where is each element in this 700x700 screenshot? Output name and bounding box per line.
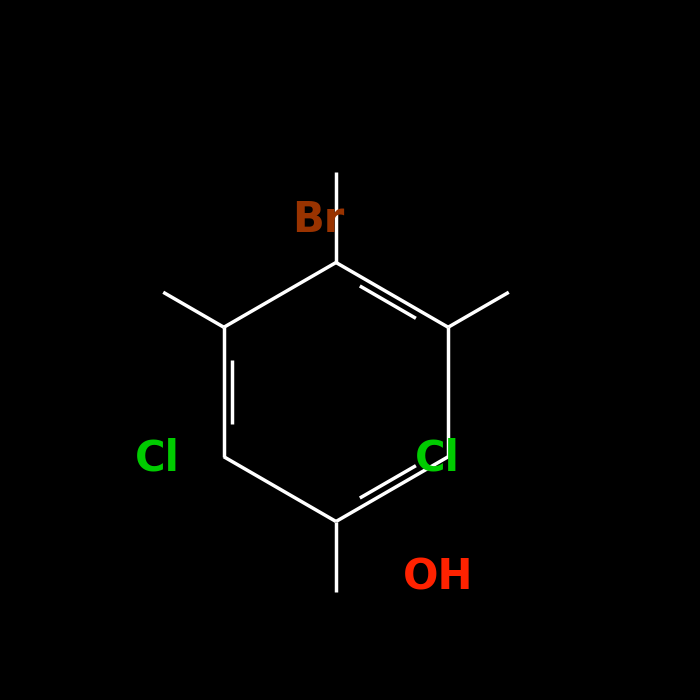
- Text: OH: OH: [402, 556, 473, 598]
- Text: Br: Br: [293, 199, 344, 241]
- Text: Cl: Cl: [415, 438, 460, 480]
- Text: Cl: Cl: [135, 438, 180, 480]
